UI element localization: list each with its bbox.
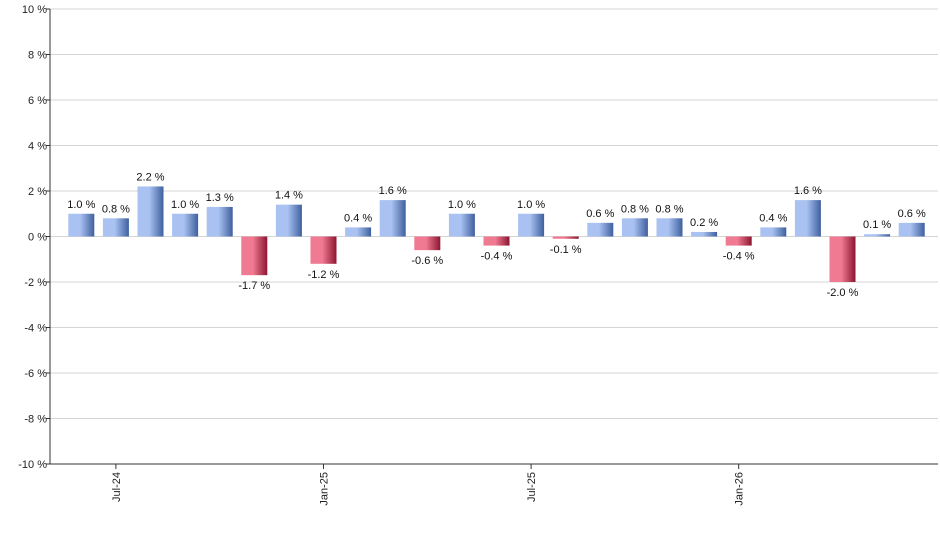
bar — [725, 236, 752, 246]
bar — [137, 186, 164, 237]
data-label: -0.4 % — [723, 251, 755, 263]
data-label: 0.4 % — [344, 212, 372, 224]
y-tick-label: 8 % — [28, 50, 47, 62]
bar — [379, 200, 406, 237]
bar — [206, 206, 233, 237]
bar — [241, 236, 268, 276]
y-axis-ticks: 10 % 8 % 6 % 4 % 2 % 0 % -2 % -4 % -6 % -8 % -10 % — [18, 4, 50, 471]
data-label: -0.4 % — [481, 251, 513, 263]
data-label: 0.8 % — [621, 203, 649, 215]
data-label: 1.3 % — [206, 192, 234, 204]
x-tick-label: Jul-24 — [111, 472, 123, 502]
bar — [448, 213, 475, 237]
bar — [275, 204, 302, 237]
x-tick-label: Jan-25 — [319, 472, 331, 506]
data-label: 1.0 % — [171, 199, 199, 211]
data-label: 0.8 % — [655, 203, 683, 215]
y-tick-label: -10 % — [18, 459, 47, 471]
data-label: -1.7 % — [238, 280, 270, 292]
data-label: 1.0 % — [448, 199, 476, 211]
data-label: 0.6 % — [586, 208, 614, 220]
data-label: 1.4 % — [275, 190, 303, 202]
data-label: 0.8 % — [102, 203, 130, 215]
bars — [68, 186, 925, 282]
data-label: -0.1 % — [550, 244, 582, 256]
data-label: -2.0 % — [827, 287, 859, 299]
data-label: 0.1 % — [863, 219, 891, 231]
bar — [691, 231, 718, 237]
y-tick-label: -6 % — [24, 368, 47, 380]
y-tick-label: 2 % — [28, 186, 47, 198]
y-tick-label: 0 % — [28, 232, 47, 244]
data-label: 0.6 % — [898, 208, 926, 220]
data-label: 1.0 % — [517, 199, 545, 211]
bar — [483, 236, 510, 246]
data-label: -1.2 % — [308, 269, 340, 281]
bar — [414, 236, 441, 251]
bar — [552, 236, 579, 239]
bar — [310, 236, 337, 264]
data-label: 0.2 % — [690, 217, 718, 229]
y-tick-label: -4 % — [24, 323, 47, 335]
y-tick-label: 10 % — [22, 4, 47, 16]
bar — [760, 227, 787, 237]
data-label: 2.2 % — [136, 171, 164, 183]
bar — [102, 218, 129, 237]
y-tick-label: 4 % — [28, 141, 47, 153]
x-tick-label: Jan-26 — [734, 472, 746, 506]
data-label: 1.6 % — [794, 185, 822, 197]
bar — [898, 222, 925, 237]
y-tick-label: 6 % — [28, 95, 47, 107]
bar — [829, 236, 856, 282]
x-axis-ticks: Jul-24 Jan-25 Jul-25 Jan-26 — [111, 464, 746, 506]
bar — [794, 200, 821, 237]
bar — [518, 213, 545, 237]
bar — [68, 213, 95, 237]
data-labels: 1.0 % 0.8 % 2.2 % 1.0 % 1.3 % -1.7 % 1.4 % -1.2… — [67, 171, 926, 299]
data-label: 0.4 % — [759, 212, 787, 224]
x-tick-label: Jul-25 — [526, 472, 538, 502]
data-label: 1.6 % — [379, 185, 407, 197]
data-label: 1.0 % — [67, 199, 95, 211]
bar — [656, 218, 683, 237]
bar — [864, 234, 891, 237]
bar — [345, 227, 372, 237]
data-label: -0.6 % — [411, 255, 443, 267]
bar — [621, 218, 648, 237]
bar — [587, 222, 614, 237]
y-tick-label: -8 % — [24, 414, 47, 426]
y-tick-label: -2 % — [24, 277, 47, 289]
bar — [172, 213, 199, 237]
